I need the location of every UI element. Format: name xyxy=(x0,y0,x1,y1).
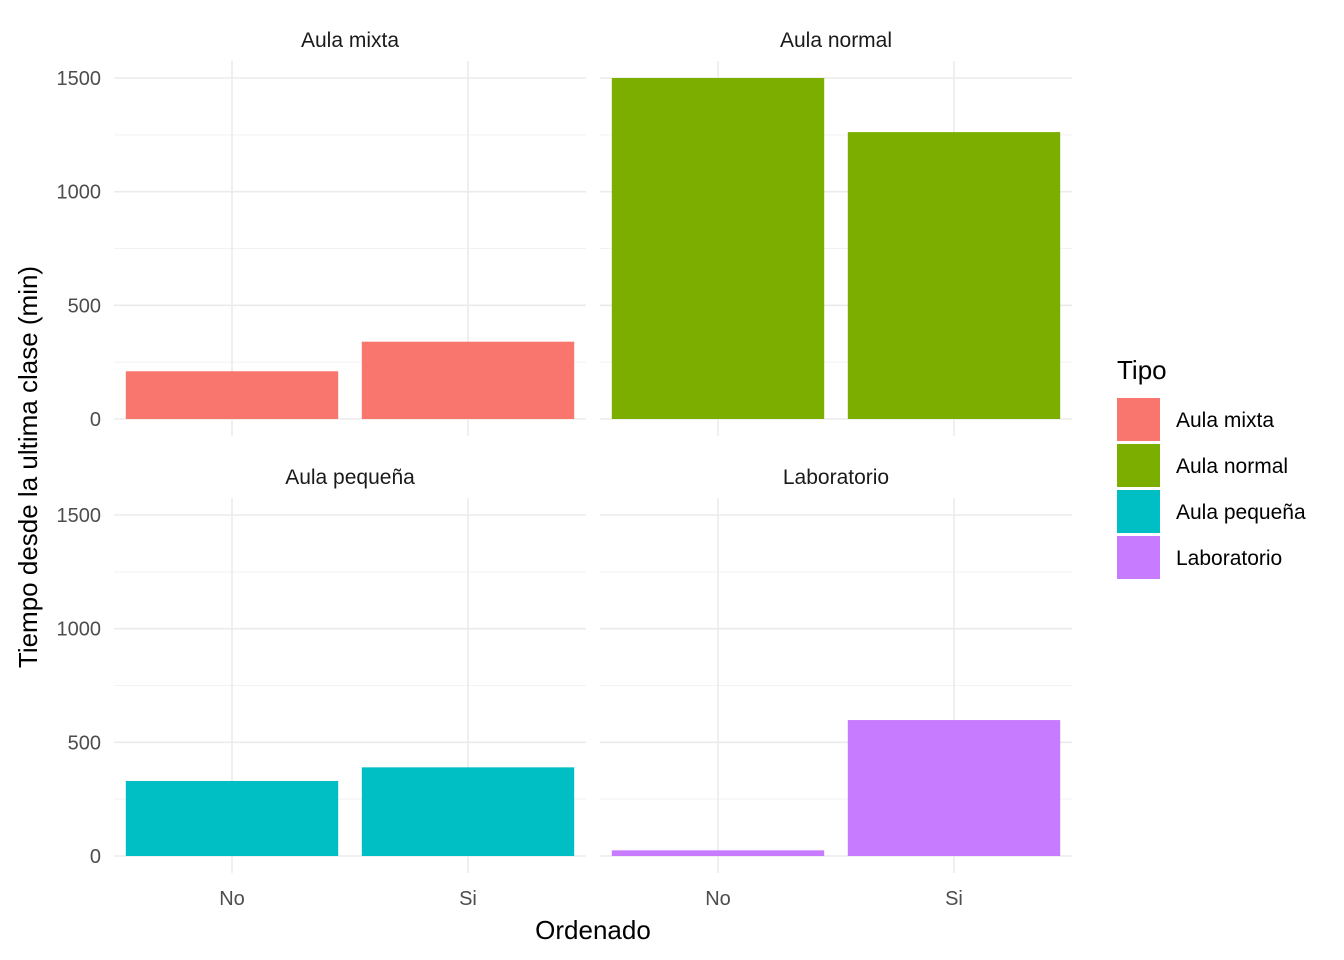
facet-title: Aula pequeña xyxy=(285,466,415,489)
facet-aula-mixta: Aula mixta 0 500 1000 1500 xyxy=(57,29,586,436)
facet-title: Laboratorio xyxy=(783,466,889,489)
facet-aula-normal: Aula normal xyxy=(600,29,1072,436)
y-axis-title: Tiempo desde la ultima clase (min) xyxy=(13,266,43,668)
legend-label: Laboratorio xyxy=(1176,547,1282,570)
legend-item-aula-pequena: Aula pequeña xyxy=(1117,490,1306,533)
legend-label: Aula normal xyxy=(1176,455,1288,478)
x-axis-title: Ordenado xyxy=(535,915,651,945)
bar-aula-normal-si xyxy=(847,132,1061,419)
facet-laboratorio: Laboratorio No Si xyxy=(600,466,1072,910)
bar-aula-pequena-no xyxy=(125,780,339,856)
facet-panels: Aula mixta 0 500 1000 1500 Aula normal Aula pe… xyxy=(57,29,1072,910)
bar-laboratorio-si xyxy=(847,720,1061,856)
legend-item-laboratorio: Laboratorio xyxy=(1117,536,1282,579)
legend-key xyxy=(1117,444,1160,487)
y-tick-label: 0 xyxy=(90,846,101,868)
legend-label: Aula pequeña xyxy=(1176,501,1306,524)
y-tick-label: 1000 xyxy=(57,619,102,641)
y-tick-label: 0 xyxy=(90,409,101,431)
legend-item-aula-normal: Aula normal xyxy=(1117,444,1288,487)
y-tick-label: 1500 xyxy=(57,505,102,527)
legend-key xyxy=(1117,536,1160,579)
legend-label: Aula mixta xyxy=(1176,409,1274,432)
y-tick-label: 500 xyxy=(68,732,101,754)
bar-aula-mixta-no xyxy=(125,371,339,419)
x-tick-label: No xyxy=(219,888,245,910)
legend-key xyxy=(1117,490,1160,533)
x-tick-label: Si xyxy=(459,888,477,910)
y-tick-label: 1000 xyxy=(57,182,102,204)
bar-aula-pequena-si xyxy=(361,767,575,856)
legend-key xyxy=(1117,398,1160,441)
x-tick-label: Si xyxy=(945,888,963,910)
facet-title: Aula normal xyxy=(780,29,892,52)
bar-aula-normal-no xyxy=(611,78,825,419)
y-tick-label: 500 xyxy=(68,295,101,317)
facet-aula-pequena: Aula pequeña 0 500 1000 1500 No Si xyxy=(57,466,586,910)
legend: Tipo Aula mixta Aula normal Aula pequeña La… xyxy=(1117,355,1306,579)
legend-title: Tipo xyxy=(1117,355,1167,385)
facet-title: Aula mixta xyxy=(301,29,399,52)
y-tick-label: 1500 xyxy=(57,68,102,90)
bar-laboratorio-no xyxy=(611,850,825,856)
legend-item-aula-mixta: Aula mixta xyxy=(1117,398,1274,441)
x-tick-label: No xyxy=(705,888,731,910)
bar-aula-mixta-si xyxy=(361,341,575,419)
legend-items: Aula mixta Aula normal Aula pequeña Laborat… xyxy=(1117,398,1306,579)
